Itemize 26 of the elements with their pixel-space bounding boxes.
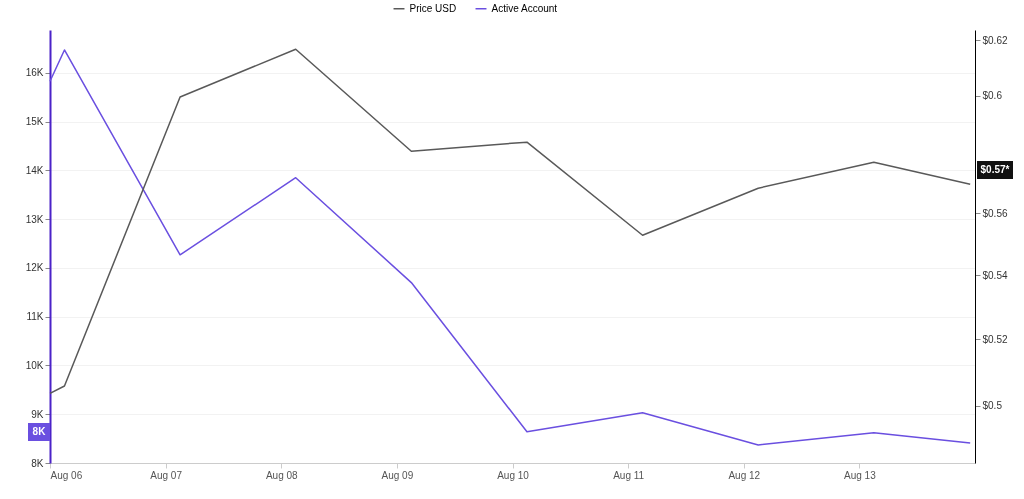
y2-tick-label: $0.52 xyxy=(982,333,1008,345)
y2-tick-label: $0.54 xyxy=(982,269,1008,281)
y2-tick-label: $0.5 xyxy=(982,400,1003,412)
x-tick-label: Aug 11 xyxy=(613,469,645,481)
y-tick-label: 9K xyxy=(31,408,44,420)
y2-tick-label: $0.56 xyxy=(982,207,1008,219)
x-tick-label: Aug 10 xyxy=(497,469,530,481)
y-tick-label: 16K xyxy=(25,67,44,79)
y-tick-label: 11K xyxy=(26,311,44,323)
y-tick-label: 8K xyxy=(31,457,44,469)
y-tick-label: 10K xyxy=(25,359,44,371)
legend-label: Active Account xyxy=(491,2,558,14)
y-tick-label: 15K xyxy=(25,116,44,128)
legend-label: Price USD xyxy=(409,2,457,14)
text: $0.57* xyxy=(980,164,1010,175)
x-tick-label: Aug 08 xyxy=(265,469,299,481)
y2-tick-label: $0.62 xyxy=(982,34,1008,46)
y2-tick-label: $0.6 xyxy=(982,90,1003,102)
y-tick-label: 14K xyxy=(25,164,44,176)
y-tick-label: 13K xyxy=(25,213,44,225)
x-tick-label: Aug 13 xyxy=(844,469,877,481)
x-tick-label: Aug 09 xyxy=(381,469,414,481)
x-tick-label: Aug 07 xyxy=(150,469,183,481)
y-tick-label: 12K xyxy=(25,262,44,274)
x-tick-label: Aug 12 xyxy=(728,469,761,481)
x-tick-label: Aug 06 xyxy=(50,469,83,481)
